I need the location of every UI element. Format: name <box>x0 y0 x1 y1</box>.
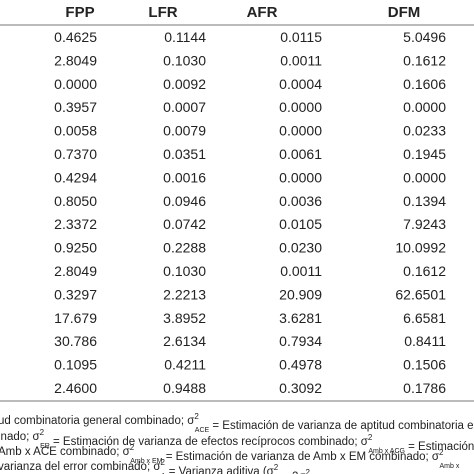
footnote-text: = Estimación de varianza de aptitud comb… <box>209 420 474 432</box>
table-cell: 0.4294 <box>54 169 97 185</box>
table-cell: 0.0230 <box>279 240 322 256</box>
table-cell: 0.0000 <box>54 76 97 92</box>
table-cell: 0.1786 <box>403 380 446 396</box>
table-cell: 0.3092 <box>279 380 322 396</box>
table-cell: 0.0105 <box>279 216 322 232</box>
footnote-text: varianza del error combinado; σ <box>0 461 160 473</box>
footnote-line: Amb x ACE combinado; σ2 Amb x EM = Estima… <box>0 443 460 470</box>
footnote-text: = Estimación <box>405 441 474 453</box>
column-header: AFR <box>247 4 278 21</box>
table-cell: 0.4978 <box>279 357 322 373</box>
table-cell: 2.3372 <box>54 216 97 232</box>
footnote-line: varianza del error combinado; σ2A = Vari… <box>0 458 452 474</box>
table-cell: 0.0000 <box>403 99 446 115</box>
table-cell: 0.0000 <box>279 99 322 115</box>
table-cell: 0.0016 <box>163 169 206 185</box>
table-cell: 0.8050 <box>54 193 97 209</box>
table-cell: 0.2288 <box>163 240 206 256</box>
table-cell: 2.2213 <box>163 286 206 302</box>
footnote-text: = 2σ <box>279 471 306 474</box>
footnote-text: = Estimación de varianza de Amb x EM com… <box>163 451 440 463</box>
table-cell: 0.1394 <box>403 193 446 209</box>
table-cell: 0.1606 <box>403 76 446 92</box>
table-cell: 17.679 <box>54 310 97 326</box>
table-cell: 2.4600 <box>54 380 97 396</box>
table-cell: 0.0351 <box>163 146 206 162</box>
footnote-sub: Amb x ACG <box>368 448 405 455</box>
table-cell: 0.3297 <box>54 286 97 302</box>
column-header: LFR <box>148 4 177 21</box>
table-cell: 0.9488 <box>163 380 206 396</box>
table-cell: 0.0079 <box>163 123 206 139</box>
table-cell: 0.0115 <box>280 29 322 45</box>
footnote-sub: Amb x <box>439 463 459 470</box>
footnote-text: inado; σ <box>0 431 40 443</box>
footnote-sup: 2 <box>274 463 279 472</box>
table-cell: 0.0000 <box>403 169 446 185</box>
table-cell: 0.3957 <box>54 99 97 115</box>
footnote-sup: 2 <box>40 428 45 437</box>
table-cell: 30.786 <box>54 333 97 349</box>
table-cell: 0.9250 <box>54 240 97 256</box>
table-cell: 0.1945 <box>403 146 446 162</box>
footnote-line: inado; σ2 ER = Estimación de varianza de … <box>0 428 474 455</box>
column-header: DFM <box>388 4 421 21</box>
table-cell: 0.0000 <box>279 169 322 185</box>
table-cell: 2.8049 <box>54 263 97 279</box>
table-cell: 2.6134 <box>163 333 206 349</box>
footnote-sub: ER <box>40 443 50 450</box>
footnote-text: ud combinatoria general combinado; σ <box>0 415 194 427</box>
table-cell: 0.7934 <box>279 333 322 349</box>
table-cell: 0.0092 <box>163 76 206 92</box>
footnote-sub: ACE <box>195 427 210 434</box>
footnote-sup: 2 <box>368 433 373 442</box>
table-cell: 0.1030 <box>163 52 206 68</box>
table-cell: 0.0742 <box>163 216 206 232</box>
table-cell: 0.1612 <box>403 52 446 68</box>
table-cell: 0.0061 <box>279 146 322 162</box>
table-cell: 0.1095 <box>54 357 97 373</box>
table-cell: 0.1506 <box>403 357 446 373</box>
table-cell: 0.8411 <box>404 333 446 349</box>
table-cell: 5.0496 <box>403 29 446 45</box>
table-cell: 0.4211 <box>164 357 206 373</box>
table-cell: 0.0946 <box>163 193 206 209</box>
table-cell: 0.0000 <box>279 123 322 139</box>
table-cell: 0.7370 <box>54 146 97 162</box>
table-cell: 7.9243 <box>403 216 446 232</box>
footnote-sub: Amb x EM <box>130 458 162 465</box>
footnote-sup: 2 <box>194 412 199 421</box>
footnote-sup: 2 <box>306 468 311 474</box>
table-cell: 0.4625 <box>54 29 97 45</box>
column-header: FPP <box>65 4 94 21</box>
table-cell: 62.6501 <box>395 286 446 302</box>
table-cell: 0.0036 <box>279 193 322 209</box>
table-cell: 0.1612 <box>403 263 446 279</box>
table-cell: 0.0007 <box>163 99 206 115</box>
footnote-text: = Varianza aditiva (σ <box>166 466 274 474</box>
footnote-sup: 2 <box>160 458 165 467</box>
table-cell: 10.0992 <box>395 240 446 256</box>
footnote-sup: 2 <box>130 443 135 452</box>
table-cell: 3.8952 <box>163 310 206 326</box>
table-cell: 0.1144 <box>164 29 206 45</box>
table-cell: 20.909 <box>279 286 322 302</box>
table-cell: 0.0004 <box>279 76 322 92</box>
table-cell: 0.0058 <box>54 123 97 139</box>
table-cell: 0.0011 <box>280 52 322 68</box>
table-cell: 0.0011 <box>280 263 322 279</box>
table-cell: 6.6581 <box>403 310 446 326</box>
table-cell: 0.0233 <box>403 123 446 139</box>
footnote-text: Amb x ACE combinado; σ <box>0 446 130 458</box>
footnote-text: = Estimación de varianza de efectos recí… <box>50 436 368 448</box>
footnote-sup: 2 <box>439 448 444 457</box>
footnote-line: ud combinatoria general combinado; σ2 ACE… <box>0 412 474 434</box>
table-cell: 0.1030 <box>163 263 206 279</box>
table-cell: 2.8049 <box>54 52 97 68</box>
table-cell: 3.6281 <box>279 310 322 326</box>
